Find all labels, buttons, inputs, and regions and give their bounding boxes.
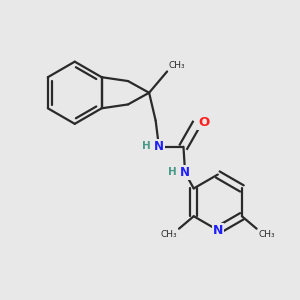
Text: H: H (142, 141, 151, 151)
Text: O: O (198, 116, 209, 129)
Text: CH₃: CH₃ (169, 61, 185, 70)
Text: N: N (213, 224, 223, 237)
Text: CH₃: CH₃ (258, 230, 275, 239)
Text: N: N (180, 167, 190, 179)
Text: H: H (168, 167, 177, 177)
Text: N: N (154, 140, 164, 153)
Text: CH₃: CH₃ (161, 230, 177, 239)
